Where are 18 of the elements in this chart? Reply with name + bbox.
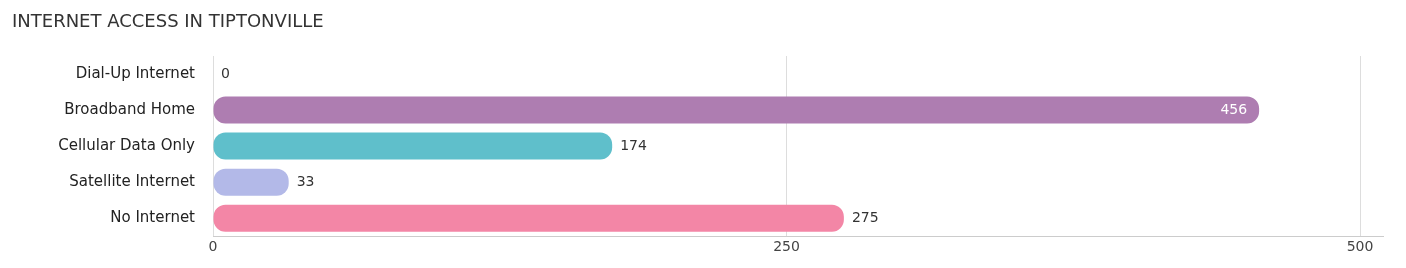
data-label: 456	[1220, 100, 1248, 117]
data-label: 174	[620, 136, 647, 153]
bar	[213, 168, 289, 196]
x-tick-label: 0	[208, 238, 218, 255]
data-label: 33	[296, 172, 315, 189]
y-tick-label: No Internet	[110, 208, 196, 227]
bar	[213, 96, 1260, 124]
y-tick-label: Broadband Home	[64, 99, 195, 118]
x-tick-label: 250	[773, 238, 800, 255]
chart-title: INTERNET ACCESS IN TIPTONVILLE	[11, 9, 325, 33]
data-label: 0	[221, 64, 230, 81]
y-tick-label: Cellular Data Only	[58, 135, 196, 154]
data-label: 275	[851, 208, 879, 225]
bar	[213, 132, 613, 160]
y-tick-label: Dial-Up Internet	[75, 63, 196, 82]
y-tick-label: Satellite Internet	[69, 172, 196, 191]
bar	[213, 204, 844, 232]
x-tick-label: 500	[1346, 238, 1374, 255]
